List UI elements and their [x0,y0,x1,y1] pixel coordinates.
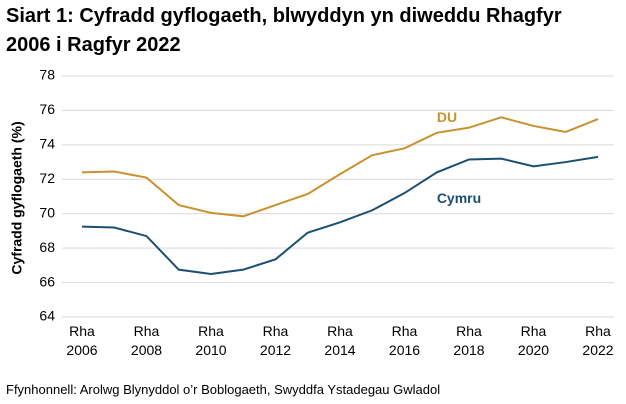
series-label: DU [437,109,457,125]
y-tick-label: 68 [39,239,55,255]
y-tick-label: 66 [39,273,55,289]
y-tick-label: 76 [39,101,55,117]
x-tick-label: Rha 2022 [582,323,613,358]
y-tick-label: 64 [39,308,55,324]
series-line [81,116,599,218]
x-tick-label: Rha 2010 [195,323,226,358]
chart-title: Siart 1: Cyfradd gyflogaeth, blwyddyn yn… [6,5,562,56]
x-tick-label: Rha 2012 [260,323,291,358]
x-tick-label: Rha 2008 [131,323,162,358]
y-tick-label: 78 [39,67,55,83]
x-tick-label: Rha 2018 [453,323,484,358]
series-label: Cymru [437,190,481,206]
series-line [81,155,599,275]
x-tick-label: Rha 2006 [66,323,97,358]
x-tick-label: Rha 2020 [518,323,549,358]
source: Ffynhonnell: Arolwg Blynyddol o’r Boblog… [6,382,440,397]
y-axis-label: Cyfradd gyflogaeth (%) [9,121,25,274]
x-tick-label: Rha 2016 [389,323,420,358]
y-tick-label: 72 [39,170,55,186]
y-tick-label: 74 [39,136,55,152]
x-tick-label: Rha 2014 [324,323,355,358]
y-tick-label: 70 [39,204,55,220]
